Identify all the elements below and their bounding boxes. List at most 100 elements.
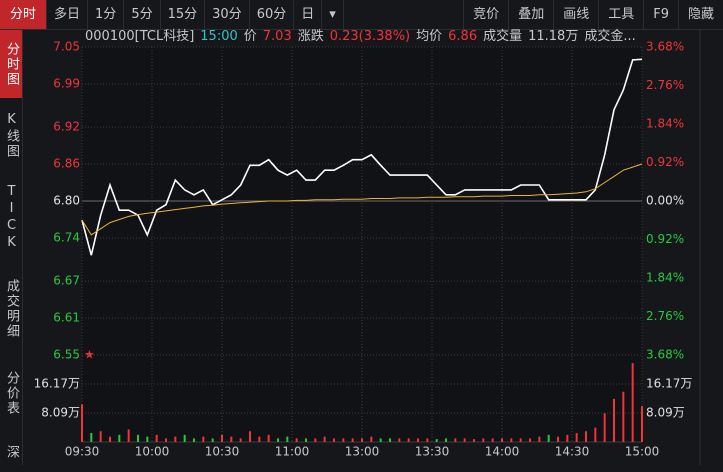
sidebar: 分时图 K线图 TICK 成交明细 分价表 深度	[0, 30, 23, 465]
label: 涨跌	[297, 29, 324, 44]
volume-bar	[118, 434, 121, 442]
x-tick-label: 09:30	[65, 445, 100, 459]
tool[interactable]: 隐藏	[677, 0, 723, 29]
volume-bar	[165, 438, 167, 442]
label: 均价	[416, 29, 443, 44]
side-tab[interactable]: 成交明细	[4, 279, 19, 339]
tool[interactable]: 叠加	[508, 0, 553, 29]
side-tab[interactable]: 分时图	[0, 30, 22, 98]
y2-tick-label: 3.68%	[646, 348, 684, 362]
price: 7.03	[262, 29, 292, 44]
volume-bar	[249, 431, 251, 442]
volume-bar	[538, 436, 541, 442]
volume-bar	[109, 436, 111, 442]
volume-bar	[491, 438, 494, 442]
average-line	[81, 163, 643, 236]
volume-tick-label: 16.17万	[34, 376, 80, 390]
volume-bar	[407, 438, 410, 442]
volume-bar	[258, 436, 261, 442]
volume-bar	[137, 434, 139, 442]
label: 价	[243, 29, 257, 44]
y-tick-label: 6.86	[53, 157, 80, 171]
x-tick-label: 15:00	[625, 445, 660, 459]
tab[interactable]: 1分	[88, 0, 125, 29]
y-tick-label: 6.67	[53, 274, 80, 288]
volume-bar	[575, 433, 578, 442]
volume-bar	[183, 434, 186, 442]
tab-dropdown[interactable]: ▾	[322, 0, 344, 29]
marker-star: ★	[84, 348, 95, 362]
y2-tick-label: 0.00%	[646, 194, 684, 208]
x-tick-label: 13:30	[415, 445, 450, 459]
x-tick-label: 14:00	[485, 445, 520, 459]
tab[interactable]: 5分	[124, 0, 161, 29]
volume-bar	[286, 436, 289, 442]
volume-bar	[547, 434, 550, 442]
volume-tick-label: 16.17万	[646, 376, 692, 390]
side-tab[interactable]: 深度	[4, 444, 19, 460]
volume-bar	[566, 434, 569, 442]
y2-tick-label: 0.92%	[646, 155, 684, 169]
side-tab[interactable]: K线图	[4, 111, 19, 159]
volume-bar	[146, 436, 149, 442]
time: 15:00	[200, 29, 238, 44]
volume-bar	[155, 434, 158, 442]
price-line	[81, 58, 643, 256]
volume-bar	[389, 438, 391, 442]
volume-bar	[510, 438, 513, 442]
volume-bar	[90, 433, 93, 442]
y2-tick-label: 2.76%	[646, 309, 684, 323]
x-tick-label: 11:00	[275, 445, 310, 459]
volume-bar	[361, 438, 363, 442]
volume-bar	[641, 406, 643, 442]
volume-bar	[193, 438, 195, 442]
y2-tick-label: 1.84%	[646, 271, 684, 285]
volume-bar	[435, 439, 438, 442]
side-tab[interactable]: TICK	[4, 184, 19, 252]
tool[interactable]: 工具	[598, 0, 643, 29]
volume-bar	[613, 398, 615, 442]
side-tab[interactable]: 分价表	[4, 370, 19, 416]
volume-bar	[529, 438, 531, 442]
label: 成交金...	[584, 29, 636, 44]
volume-bar	[305, 438, 307, 442]
y-tick-label: 6.92	[53, 120, 80, 134]
volume-bar	[519, 438, 522, 442]
toolbar: 分时 多日 1分 5分 15分 30分 60分 日 ▾ 竞价 叠加 画线 工具 …	[0, 0, 723, 30]
tool-group: 竞价 叠加 画线 工具 F9 隐藏	[463, 0, 723, 29]
volume-bar	[351, 438, 354, 442]
tool[interactable]: 画线	[553, 0, 598, 29]
volume-bar	[127, 429, 130, 442]
volume-bar	[221, 434, 223, 442]
volume-bar	[594, 427, 597, 442]
plot-bg	[82, 47, 642, 442]
volume-bar	[81, 404, 83, 442]
volume-bar	[482, 438, 485, 442]
y-tick-label: 6.61	[53, 311, 80, 325]
y-tick-label: 6.80	[53, 194, 80, 208]
volume-bar	[333, 438, 335, 442]
tab[interactable]: 15分	[161, 0, 206, 29]
tool[interactable]: 竞价	[463, 0, 508, 29]
y-tick-label: 7.05	[53, 40, 80, 54]
tab[interactable]: 60分	[250, 0, 295, 29]
volume-bar	[473, 439, 475, 442]
volume-bar	[454, 438, 457, 442]
y-tick-label: 6.55	[53, 348, 80, 362]
volume-bar	[211, 438, 214, 442]
tool[interactable]: F9	[643, 0, 678, 29]
tab[interactable]: 30分	[205, 0, 250, 29]
tab[interactable]: 分时	[0, 0, 48, 29]
y2-tick-label: 3.68%	[646, 40, 684, 54]
stock-code: 000100[TCL科技]	[85, 29, 195, 44]
x-tick-label: 13:00	[345, 445, 380, 459]
tab[interactable]: 日	[294, 0, 323, 29]
x-tick-label: 14:30	[555, 445, 590, 459]
volume-bar	[398, 438, 401, 442]
volume-bar	[557, 436, 559, 442]
tab[interactable]: 多日	[47, 0, 89, 29]
volume-bar	[239, 438, 242, 442]
avg-price: 6.86	[448, 29, 478, 44]
change: 0.23(3.38%)	[329, 29, 411, 44]
